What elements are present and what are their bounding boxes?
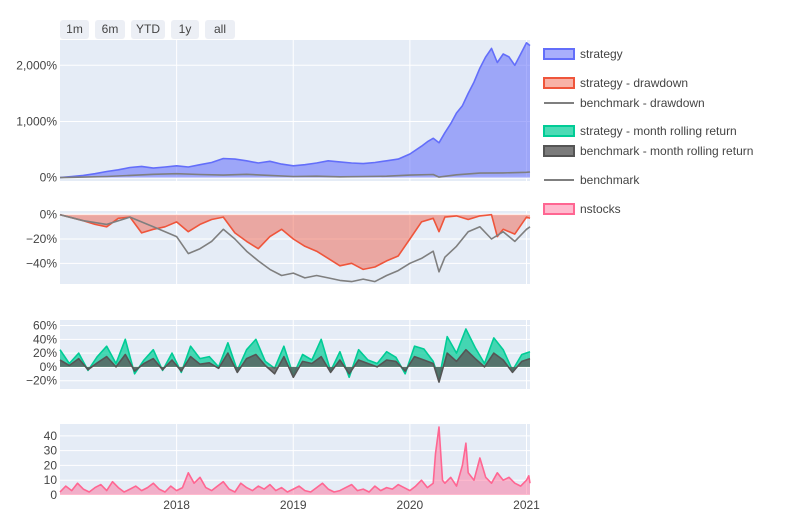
series-line-nstocks — [59, 426, 531, 493]
range-button-1m[interactable]: 1m — [60, 20, 89, 39]
legend-label-benchmark[interactable]: benchmark — [580, 173, 640, 187]
range-button-ytd[interactable]: YTD — [131, 20, 165, 39]
y-tick-label-cumulative-0: 0% — [40, 171, 58, 185]
legend-label-benchmark-drawdown[interactable]: benchmark - drawdown — [580, 96, 705, 110]
legend-swatch-strategy-month-rolling-return — [543, 125, 575, 137]
x-tick-label-2020: 2020 — [397, 498, 424, 511]
y-tick-label-nstocks-2: 20 — [44, 458, 58, 472]
y-tick-label-nstocks-1: 10 — [44, 473, 58, 487]
series-area-benchmark-month-rolling-return — [60, 349, 530, 383]
legend-label-strategy[interactable]: strategy — [580, 47, 623, 61]
series-line-strategy — [59, 42, 531, 179]
legend-swatch-strategy — [543, 48, 575, 60]
y-tick-label-nstocks-3: 30 — [44, 444, 58, 458]
legend-swatch-strategy-drawdown — [543, 77, 575, 89]
y-tick-label-rolling-4: 60% — [33, 319, 57, 333]
plot-background-drawdown — [60, 211, 530, 284]
y-tick-label-cumulative-1: 1,000% — [16, 114, 57, 128]
series-area-strategy-drawdown — [60, 214, 530, 270]
range-button-1y[interactable]: 1y — [171, 20, 199, 39]
y-tick-label-nstocks-4: 40 — [44, 429, 58, 443]
legend-label-nstocks[interactable]: nstocks — [580, 202, 621, 216]
y-tick-label-rolling-1: 0% — [40, 360, 58, 374]
series-area-nstocks — [60, 427, 530, 495]
series-line-benchmark — [59, 171, 531, 179]
y-tick-label-drawdown-1: −20% — [26, 232, 57, 246]
legend-label-benchmark-month-rolling-return[interactable]: benchmark - month rolling return — [580, 144, 753, 158]
y-tick-label-drawdown-2: −40% — [26, 256, 57, 270]
series-line-benchmark-month-rolling-return — [59, 348, 531, 383]
range-button-all[interactable]: all — [205, 20, 235, 39]
x-tick-label-2021: 2021 — [513, 498, 540, 511]
legend-swatch-nstocks — [543, 203, 575, 215]
y-tick-label-rolling-0: −20% — [26, 374, 57, 388]
legend-label-strategy-month-rolling-return[interactable]: strategy - month rolling return — [580, 124, 737, 138]
series-line-strategy-drawdown — [59, 213, 531, 271]
x-tick-label-2019: 2019 — [280, 498, 307, 511]
series-line-benchmark-drawdown — [59, 213, 531, 283]
y-tick-label-drawdown-0: 0% — [40, 208, 58, 222]
y-tick-label-nstocks-0: 0 — [50, 488, 57, 502]
y-tick-label-rolling-2: 20% — [33, 346, 57, 360]
x-tick-label-2018: 2018 — [163, 498, 190, 511]
y-tick-label-cumulative-2: 2,000% — [16, 58, 57, 72]
series-area-strategy — [60, 42, 530, 178]
y-tick-label-rolling-3: 40% — [33, 332, 57, 346]
legend-swatch-benchmark-month-rolling-return — [543, 145, 575, 157]
range-button-6m[interactable]: 6m — [95, 20, 125, 39]
legend-label-strategy-drawdown[interactable]: strategy - drawdown — [580, 76, 688, 90]
